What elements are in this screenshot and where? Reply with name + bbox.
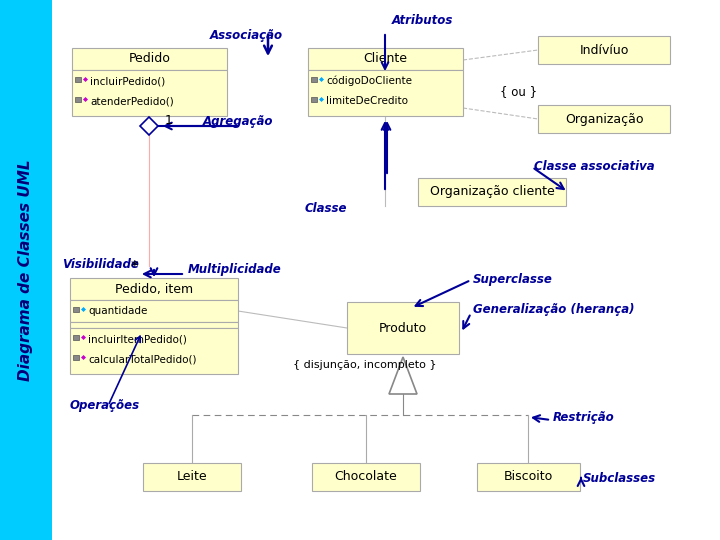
- FancyBboxPatch shape: [143, 463, 241, 491]
- Text: Visibilidade: Visibilidade: [62, 259, 139, 272]
- Text: Restrição: Restrição: [553, 411, 615, 424]
- FancyBboxPatch shape: [75, 97, 81, 102]
- Text: Generalização (herança): Generalização (herança): [473, 303, 634, 316]
- FancyBboxPatch shape: [312, 463, 420, 491]
- FancyBboxPatch shape: [418, 178, 566, 206]
- Polygon shape: [81, 307, 86, 312]
- Text: Atributos: Atributos: [392, 14, 454, 26]
- FancyBboxPatch shape: [538, 105, 670, 133]
- Text: Indívíuo: Indívíuo: [580, 44, 629, 57]
- Text: Classe associativa: Classe associativa: [534, 160, 654, 173]
- Text: Associação: Associação: [210, 30, 283, 43]
- FancyBboxPatch shape: [311, 97, 317, 102]
- FancyBboxPatch shape: [70, 328, 238, 374]
- Text: limiteDeCredito: limiteDeCredito: [326, 96, 408, 106]
- FancyBboxPatch shape: [347, 302, 459, 354]
- Text: *: *: [131, 260, 139, 275]
- Text: Leite: Leite: [176, 470, 207, 483]
- Text: códigoDoCliente: códigoDoCliente: [326, 76, 412, 86]
- Text: Pedido: Pedido: [129, 52, 171, 65]
- Text: Classe: Classe: [305, 201, 348, 214]
- Text: { disjunção, incompleto }: { disjunção, incompleto }: [293, 360, 436, 370]
- FancyBboxPatch shape: [308, 48, 463, 70]
- Polygon shape: [140, 117, 158, 135]
- Text: Biscoito: Biscoito: [504, 470, 553, 483]
- Text: Pedido, item: Pedido, item: [115, 282, 193, 295]
- Text: calcularTotalPedido(): calcularTotalPedido(): [88, 354, 197, 364]
- FancyBboxPatch shape: [70, 278, 238, 300]
- Text: Chocolate: Chocolate: [335, 470, 397, 483]
- Text: 1: 1: [165, 114, 173, 127]
- FancyBboxPatch shape: [308, 70, 463, 116]
- Polygon shape: [319, 97, 324, 102]
- Text: Subclasses: Subclasses: [583, 471, 656, 484]
- Text: Organização: Organização: [564, 112, 643, 125]
- Text: Operações: Operações: [70, 400, 140, 413]
- Text: atenderPedido(): atenderPedido(): [90, 96, 174, 106]
- FancyBboxPatch shape: [538, 36, 670, 64]
- Text: Superclasse: Superclasse: [473, 273, 553, 287]
- Polygon shape: [81, 335, 86, 340]
- FancyBboxPatch shape: [0, 0, 52, 540]
- FancyBboxPatch shape: [73, 355, 79, 360]
- FancyBboxPatch shape: [72, 48, 227, 70]
- Text: { ou }: { ou }: [500, 85, 537, 98]
- FancyBboxPatch shape: [73, 335, 79, 340]
- FancyBboxPatch shape: [477, 463, 580, 491]
- Polygon shape: [83, 97, 88, 102]
- FancyBboxPatch shape: [70, 300, 238, 322]
- FancyBboxPatch shape: [72, 70, 227, 116]
- Text: incluirItemPedido(): incluirItemPedido(): [88, 334, 187, 344]
- Polygon shape: [81, 355, 86, 360]
- FancyBboxPatch shape: [70, 322, 238, 328]
- Text: Organização cliente: Organização cliente: [430, 186, 554, 199]
- FancyBboxPatch shape: [73, 307, 79, 312]
- Text: quantidade: quantidade: [88, 306, 148, 316]
- Text: Produto: Produto: [379, 321, 427, 334]
- Polygon shape: [319, 77, 324, 82]
- FancyBboxPatch shape: [75, 77, 81, 82]
- Text: Cliente: Cliente: [364, 52, 408, 65]
- Polygon shape: [83, 77, 88, 82]
- Text: Agregação: Agregação: [203, 116, 274, 129]
- Text: Multiplicidade: Multiplicidade: [188, 264, 282, 276]
- Text: incluirPedido(): incluirPedido(): [90, 76, 166, 86]
- FancyBboxPatch shape: [311, 77, 317, 82]
- Text: Diagrama de Classes UML: Diagrama de Classes UML: [19, 159, 34, 381]
- Polygon shape: [389, 357, 417, 394]
